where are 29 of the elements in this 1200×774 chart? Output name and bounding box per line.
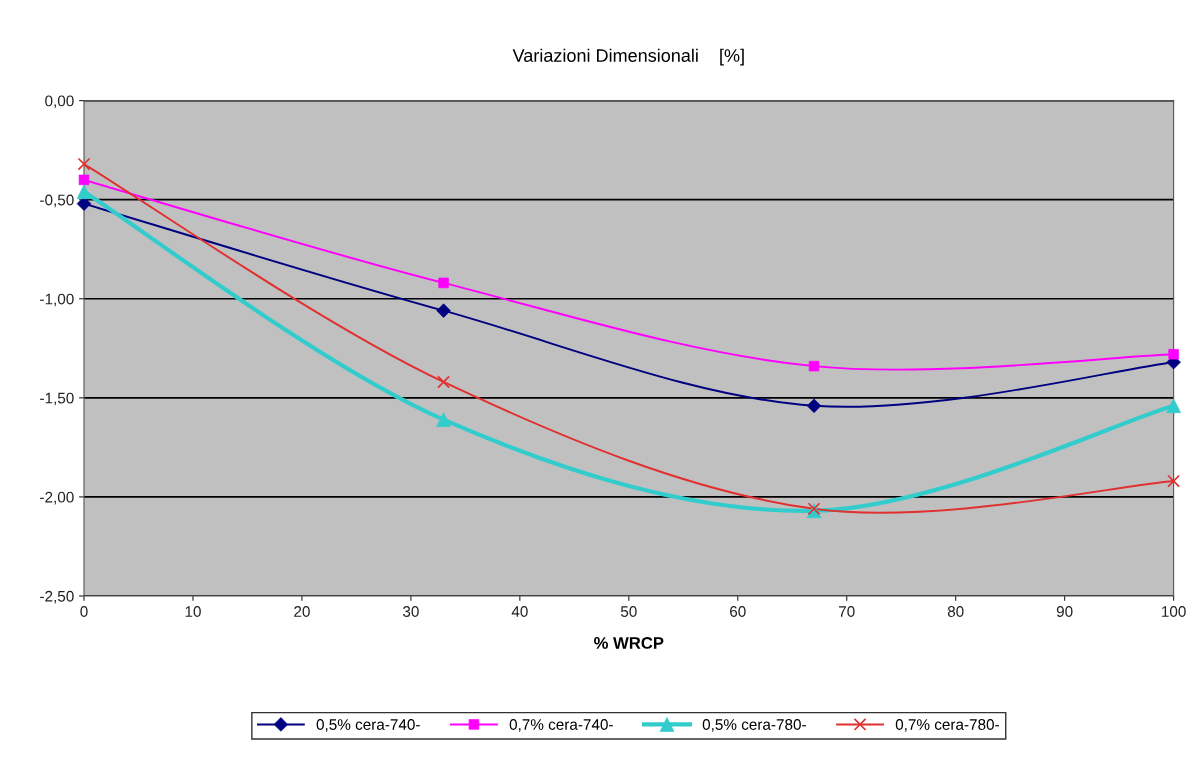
point bbox=[437, 375, 450, 389]
x-tick-label: 60 bbox=[730, 606, 746, 617]
x-tick-label: 50 bbox=[620, 606, 637, 617]
point bbox=[78, 174, 90, 186]
x-tick-label: 20 bbox=[294, 606, 310, 617]
x-tick-label: 0 bbox=[80, 606, 88, 617]
point bbox=[806, 398, 822, 413]
point bbox=[808, 360, 820, 372]
x-tick-label: 100 bbox=[1162, 606, 1186, 617]
legend-label: 0,7% cera-740- bbox=[509, 719, 613, 732]
y-tick-label: -1,00 bbox=[40, 293, 74, 307]
legend-label: 0,5% cera-780- bbox=[702, 719, 806, 732]
x-axis-title: % WRCP bbox=[594, 637, 664, 649]
x-tick-label: 90 bbox=[1056, 606, 1073, 617]
x-tick-label: 80 bbox=[947, 606, 964, 617]
chart-title: Variazioni Dimensionali [%] bbox=[512, 48, 744, 66]
x-tick-label: 30 bbox=[402, 606, 419, 617]
y-tick-label: 0,00 bbox=[45, 95, 74, 109]
legend-label: 0,7% cera-780- bbox=[895, 719, 999, 732]
x-tick-label: 70 bbox=[839, 606, 855, 617]
x-tick-label: 10 bbox=[185, 606, 201, 617]
legend-label: 0,5% cera-740- bbox=[316, 719, 420, 732]
x-tick-label: 40 bbox=[511, 606, 528, 617]
point bbox=[77, 157, 91, 171]
y-tick-label: -2,50 bbox=[40, 590, 74, 604]
y-tick-label: -2,00 bbox=[40, 491, 74, 505]
point bbox=[1167, 474, 1180, 488]
y-tick-label: -0,50 bbox=[40, 194, 74, 208]
y-tick-label: -1,50 bbox=[40, 392, 74, 406]
